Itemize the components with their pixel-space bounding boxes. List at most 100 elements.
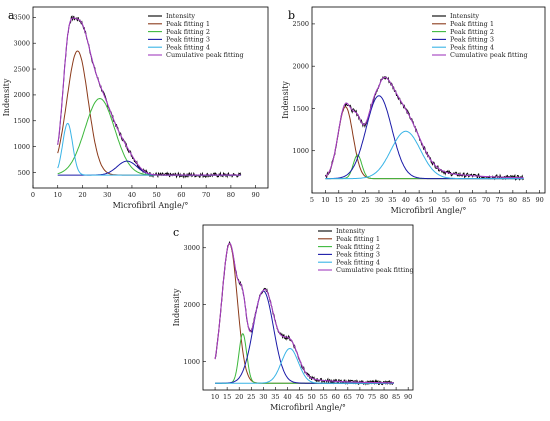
x-tick-label: 80 bbox=[509, 196, 517, 204]
x-tick-label: 20 bbox=[235, 393, 243, 401]
chart-a: a 0 10 20 30 40 50 60 70 80 90 500 1000 1500 2000 2500 3… bbox=[2, 6, 269, 210]
y-tick-label: 3000 bbox=[13, 40, 30, 48]
y-tick-label: 3500 bbox=[13, 14, 30, 22]
legend-entry: Peak fitting 1 bbox=[450, 20, 494, 28]
x-tick-label: 25 bbox=[247, 393, 255, 401]
plot-frame bbox=[311, 6, 546, 194]
x-tick-label: 50 bbox=[307, 393, 315, 401]
y-axis-label: Indensity bbox=[2, 78, 11, 116]
x-tick-label: 10 bbox=[321, 196, 329, 204]
series-peak-fitting-1 bbox=[325, 106, 524, 180]
x-tick-label: 20 bbox=[78, 191, 86, 199]
legend-entry: Peak fitting 3 bbox=[166, 36, 210, 44]
x-tick-label: 65 bbox=[344, 393, 352, 401]
x-tick-label: 0 bbox=[31, 191, 35, 199]
y-tick-label: 2500 bbox=[292, 20, 309, 28]
x-tick-label: 25 bbox=[361, 196, 369, 204]
x-tick-label: 50 bbox=[153, 191, 161, 199]
series-cumulative-peak-fitting bbox=[214, 242, 394, 384]
x-tick-label: 70 bbox=[482, 196, 490, 204]
legend-entry: Peak fitting 3 bbox=[450, 36, 494, 44]
series-cumulative-peak-fitting bbox=[57, 17, 241, 176]
x-tick-label: 10 bbox=[211, 393, 219, 401]
x-tick-label: 90 bbox=[536, 196, 544, 204]
chart-c: c 10 15 20 25 30 35 40 45 50 55 60 65 70 75 80 85 90 1000 2… bbox=[172, 224, 414, 412]
x-tick-label: 40 bbox=[402, 196, 410, 204]
legend-entry: Peak fitting 1 bbox=[166, 20, 210, 28]
y-tick-label: 500 bbox=[18, 169, 30, 177]
x-tick-label: 45 bbox=[415, 196, 423, 204]
x-tick-label: 80 bbox=[380, 393, 388, 401]
panel-label: a bbox=[8, 9, 15, 22]
x-tick-label: 15 bbox=[223, 393, 231, 401]
x-tick-label: 20 bbox=[348, 196, 356, 204]
x-tick-label: 45 bbox=[295, 393, 303, 401]
legend-entry: Cumulative peak fitting bbox=[450, 51, 528, 59]
y-tick-label: 2000 bbox=[13, 91, 30, 99]
series-peak-fitting-4 bbox=[57, 122, 241, 176]
panel-label: b bbox=[288, 9, 295, 22]
x-tick-label: 75 bbox=[368, 393, 376, 401]
x-tick-label: 65 bbox=[469, 196, 477, 204]
series-peak-fitting-3 bbox=[325, 95, 524, 180]
x-tick-label: 35 bbox=[271, 393, 279, 401]
series-intensity bbox=[57, 15, 242, 179]
series-cumulative-peak-fitting bbox=[325, 76, 524, 179]
x-tick-label: 90 bbox=[251, 191, 259, 199]
x-axis-label: Microfibril Angle/° bbox=[113, 201, 189, 210]
legend-entry: Cumulative peak fitting bbox=[336, 266, 414, 274]
x-tick-label: 60 bbox=[332, 393, 340, 401]
series-peak-fitting-1 bbox=[57, 50, 241, 176]
legend-entry: Peak fitting 3 bbox=[336, 251, 380, 259]
y-tick-label: 1000 bbox=[13, 143, 30, 151]
x-tick-label: 55 bbox=[320, 393, 328, 401]
x-tick-label: 90 bbox=[404, 393, 412, 401]
y-tick-label: 3000 bbox=[183, 244, 200, 252]
x-tick-label: 30 bbox=[259, 393, 267, 401]
panel-label: c bbox=[173, 226, 179, 239]
y-tick-label: 2500 bbox=[13, 65, 30, 73]
legend-entry: Peak fitting 4 bbox=[166, 43, 210, 51]
y-tick-label: 1000 bbox=[183, 358, 200, 366]
x-tick-label: 30 bbox=[103, 191, 111, 199]
x-tick-label: 60 bbox=[455, 196, 463, 204]
x-tick-label: 80 bbox=[227, 191, 235, 199]
x-tick-label: 70 bbox=[202, 191, 210, 199]
x-tick-label: 40 bbox=[128, 191, 136, 199]
x-tick-label: 85 bbox=[522, 196, 530, 204]
x-axis-label: Microfibril Angle/° bbox=[270, 403, 346, 412]
legend-entry: Peak fitting 4 bbox=[450, 43, 494, 51]
x-tick-label: 55 bbox=[442, 196, 450, 204]
legend-entry: Intensity bbox=[450, 12, 479, 20]
x-tick-label: 5 bbox=[310, 196, 314, 204]
x-axis-label: Microfibril Angle/° bbox=[391, 206, 467, 215]
x-tick-label: 10 bbox=[54, 191, 62, 199]
y-tick-label: 1500 bbox=[13, 117, 30, 125]
y-tick-label: 2000 bbox=[183, 301, 200, 309]
legend-entry: Peak fitting 4 bbox=[336, 258, 380, 266]
y-tick-label: 1500 bbox=[292, 105, 309, 113]
series-peak-fitting-4 bbox=[325, 130, 524, 180]
plot-frame bbox=[202, 224, 414, 391]
legend-entry: Intensity bbox=[166, 12, 195, 20]
y-axis-label: Indensity bbox=[281, 81, 290, 119]
x-tick-label: 75 bbox=[495, 196, 503, 204]
x-tick-label: 70 bbox=[356, 393, 364, 401]
legend-entry: Peak fitting 2 bbox=[166, 28, 210, 36]
x-tick-label: 15 bbox=[335, 196, 343, 204]
series-peak-fitting-4 bbox=[215, 347, 394, 384]
legend-entry: Intensity bbox=[336, 227, 365, 235]
x-tick-label: 60 bbox=[177, 191, 185, 199]
y-tick-label: 2000 bbox=[292, 62, 309, 70]
x-tick-label: 35 bbox=[388, 196, 396, 204]
legend-entry: Peak fitting 2 bbox=[336, 243, 380, 251]
y-tick-label: 1000 bbox=[292, 147, 309, 155]
x-tick-label: 50 bbox=[428, 196, 436, 204]
x-tick-label: 85 bbox=[392, 393, 400, 401]
legend-entry: Peak fitting 1 bbox=[336, 235, 380, 243]
x-tick-label: 40 bbox=[283, 393, 291, 401]
